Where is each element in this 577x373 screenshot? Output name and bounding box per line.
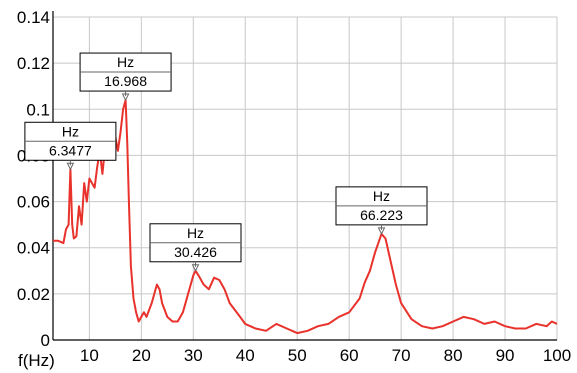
y-tick-label: 0.04: [17, 239, 50, 258]
x-axis-label: f(Hz): [18, 351, 55, 370]
y-tick-label: 0.12: [17, 54, 50, 73]
peak-cursor-box: Hz 16.968: [79, 52, 172, 102]
cursor-unit-label: Hz: [187, 225, 204, 241]
peak-cursor-box: Hz 6.3477: [24, 121, 117, 171]
peak-annotations: Hz 6.3477 Hz 16.968 Hz 30.426 Hz 66.223: [24, 52, 428, 272]
y-tick-label: 0.06: [17, 193, 50, 212]
axes: [52, 11, 557, 341]
cursor-value-label: 6.3477: [49, 142, 92, 158]
x-tick-labels: 10 20 30 40 50 60 70 80 90 100: [80, 346, 571, 365]
grid: [53, 16, 558, 340]
peak-cursor-box: Hz 66.223: [335, 186, 428, 235]
x-tick-label: 70: [392, 346, 411, 365]
x-tick-label: 80: [444, 346, 463, 365]
series: [53, 99, 558, 335]
cursor-value-label: 30.426: [174, 244, 217, 260]
x-tick-label: 100: [543, 346, 571, 365]
y-tick-label: 0: [41, 331, 50, 350]
cursor-unit-label: Hz: [373, 188, 390, 204]
cursor-unit-label: Hz: [62, 123, 79, 139]
cursor-marker: [191, 264, 200, 272]
cursor-marker: [377, 227, 386, 235]
x-tick-label: 30: [184, 346, 203, 365]
x-tick-label: 40: [236, 346, 255, 365]
cursor-value-label: 66.223: [360, 207, 403, 223]
x-tick-label: 50: [288, 346, 307, 365]
x-tick-label: 20: [132, 346, 151, 365]
y-tick-label: 0.02: [17, 285, 50, 304]
peak-cursor-box: Hz 30.426: [149, 223, 242, 272]
y-tick-labels: 00.020.040.060.080.10.120.14: [17, 8, 50, 350]
cursor-marker: [121, 93, 130, 102]
x-tick-label: 60: [340, 346, 359, 365]
spectrum-line: [53, 99, 558, 335]
x-tick-label: 90: [496, 346, 515, 365]
cursor-value-label: 16.968: [104, 73, 147, 89]
x-tick-label: 10: [80, 346, 99, 365]
cursor-marker: [66, 162, 75, 171]
y-tick-label: 0.1: [26, 100, 50, 119]
cursor-unit-label: Hz: [117, 54, 134, 70]
y-tick-label: 0.14: [17, 8, 50, 27]
